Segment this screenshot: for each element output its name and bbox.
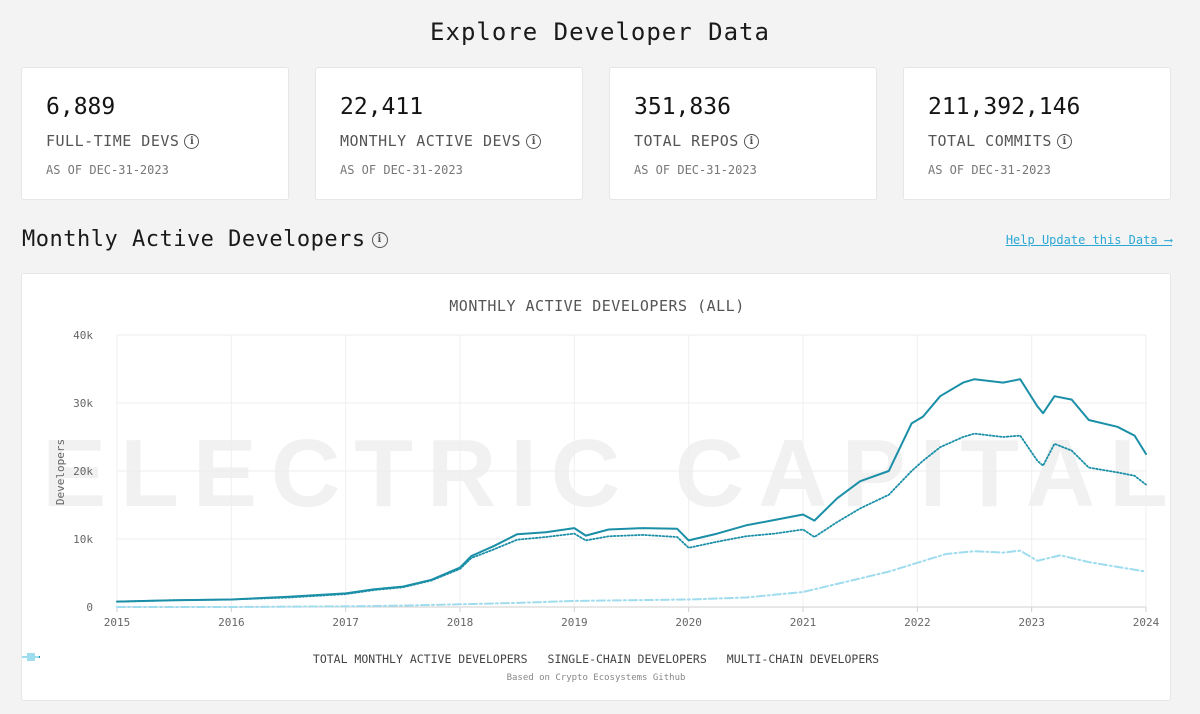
- stat-label: FULL-TIME DEVS: [46, 132, 180, 150]
- x-tick-label: 2024: [1133, 616, 1160, 629]
- legend-label: MULTI-CHAIN DEVELOPERS: [726, 652, 880, 666]
- stat-card-full-time-devs: 6,889 FULL-TIME DEVS i AS OF DEC-31-2023: [21, 67, 289, 200]
- x-tick-label: 2023: [1018, 616, 1045, 629]
- series-line-single-chain: [116, 432, 1147, 603]
- legend-label: TOTAL MONTHLY ACTIVE DEVELOPERS: [312, 652, 528, 666]
- monthly-active-developers-chart: ELECTRIC CAPITAL MONTHLY ACTIVE DEVELOPE…: [42, 297, 1172, 629]
- info-icon[interactable]: i: [184, 133, 200, 149]
- help-update-data-link[interactable]: Help Update this Data ⟶: [1005, 233, 1172, 247]
- x-tick-label: 2017: [332, 616, 359, 629]
- x-tick-label: 2022: [904, 616, 931, 629]
- x-tick-label: 2021: [790, 616, 817, 629]
- stat-value: 6,889: [46, 94, 116, 120]
- x-tick-label: 2019: [561, 616, 588, 629]
- legend-item-multi[interactable]: MULTI-CHAIN DEVELOPERS: [22, 652, 880, 666]
- stat-value: 22,411: [340, 94, 424, 120]
- legend-swatch-multi: [22, 653, 40, 661]
- chart-legend: TOTAL MONTHLY ACTIVE DEVELOPERS SINGLE-C…: [22, 652, 1170, 666]
- stat-label: TOTAL REPOS: [634, 132, 739, 150]
- info-icon[interactable]: i: [743, 133, 759, 149]
- info-icon[interactable]: i: [371, 231, 388, 248]
- section-heading: Monthly Active Developers i: [22, 227, 388, 252]
- info-icon[interactable]: i: [1056, 133, 1072, 149]
- stat-date: AS OF DEC-31-2023: [340, 163, 463, 177]
- stat-card-total-commits: 211,392,146 TOTAL COMMITS i AS OF DEC-31…: [903, 67, 1171, 200]
- x-tick-label: 2016: [218, 616, 245, 629]
- stat-date: AS OF DEC-31-2023: [634, 163, 757, 177]
- chart-card: ELECTRIC CAPITAL MONTHLY ACTIVE DEVELOPE…: [21, 273, 1171, 701]
- y-tick-label: 0: [86, 601, 93, 614]
- stat-card-monthly-active-devs: 22,411 MONTHLY ACTIVE DEVS i AS OF DEC-3…: [315, 67, 583, 200]
- legend-item-total[interactable]: TOTAL MONTHLY ACTIVE DEVELOPERS: [22, 652, 528, 666]
- section-title: Monthly Active Developers: [22, 227, 366, 252]
- source-note: Based on Crypto Ecosystems Github: [506, 673, 686, 683]
- stat-value: 211,392,146: [928, 94, 1081, 120]
- stat-label: TOTAL COMMITS: [928, 132, 1052, 150]
- x-tick-label: 2015: [104, 616, 131, 629]
- legend-item-single[interactable]: SINGLE-CHAIN DEVELOPERS: [22, 652, 707, 666]
- stat-value: 351,836: [634, 94, 731, 120]
- legend-label: SINGLE-CHAIN DEVELOPERS: [547, 652, 707, 666]
- series-line-multi-chain: [116, 549, 1147, 608]
- y-tick-label: 30k: [73, 397, 93, 410]
- stat-label: MONTHLY ACTIVE DEVS: [340, 132, 522, 150]
- x-tick-label: 2018: [447, 616, 474, 629]
- stat-card-total-repos: 351,836 TOTAL REPOS i AS OF DEC-31-2023: [609, 67, 877, 200]
- chart-title: MONTHLY ACTIVE DEVELOPERS (ALL): [449, 297, 744, 315]
- x-tick-label: 2020: [675, 616, 702, 629]
- stat-date: AS OF DEC-31-2023: [928, 163, 1051, 177]
- info-icon[interactable]: i: [526, 133, 542, 149]
- watermark: ELECTRIC CAPITAL: [42, 420, 1172, 527]
- stat-date: AS OF DEC-31-2023: [46, 163, 169, 177]
- y-axis-label: Developers: [54, 439, 67, 505]
- y-tick-label: 10k: [73, 533, 93, 546]
- page-title: Explore Developer Data: [430, 18, 770, 46]
- y-tick-label: 40k: [73, 329, 93, 342]
- y-tick-label: 20k: [73, 465, 93, 478]
